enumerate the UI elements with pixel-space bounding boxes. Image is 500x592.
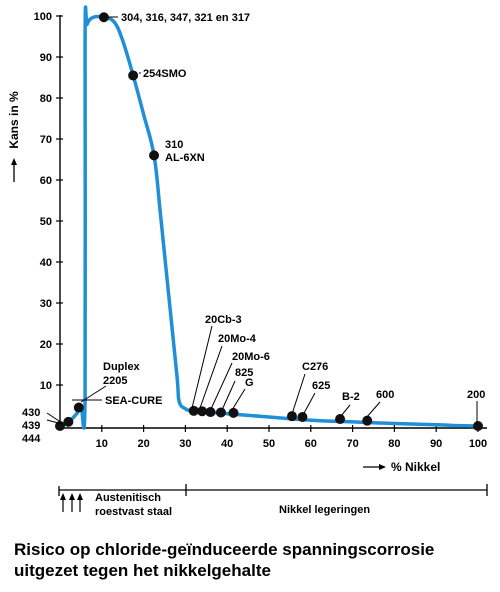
label-seacure: SEA-CURE bbox=[105, 395, 162, 407]
x-axis-title: % Nikkel bbox=[391, 460, 440, 474]
label-254smo: 254SMO bbox=[143, 68, 187, 80]
tick-labels: 10 20 30 40 50 60 70 80 90 100 10 20 30 40 50 60 70 80 90 1… bbox=[34, 11, 488, 450]
y-tick-label-50: 50 bbox=[40, 216, 52, 228]
leader-b2 bbox=[341, 405, 350, 416]
label-200: 200 bbox=[467, 389, 485, 401]
x-tick-label-50: 50 bbox=[263, 438, 275, 450]
data-point-12 bbox=[297, 412, 307, 422]
x-tick-label-60: 60 bbox=[305, 438, 317, 450]
label-20cb3: 20Cb-3 bbox=[205, 314, 242, 326]
y-axis-title-group: Kans in % bbox=[7, 91, 21, 149]
label-20mo6: 20Mo-6 bbox=[232, 351, 270, 363]
y-tick-label-10: 10 bbox=[40, 380, 52, 392]
label-304-316: 304, 316, 347, 321 en 317 bbox=[121, 12, 250, 24]
label-c276: C276 bbox=[302, 361, 328, 373]
x-tick-label-80: 80 bbox=[388, 438, 400, 450]
y-tick-label-20: 20 bbox=[40, 339, 52, 351]
leader-600 bbox=[366, 402, 380, 418]
y-tick-label-40: 40 bbox=[40, 257, 52, 269]
data-point-3 bbox=[99, 12, 109, 22]
data-point-9 bbox=[216, 407, 226, 417]
y-tick-label-60: 60 bbox=[40, 175, 52, 187]
leader-c276 bbox=[292, 374, 305, 414]
x-tick-label-10: 10 bbox=[96, 438, 108, 450]
x-tick-label-40: 40 bbox=[221, 438, 233, 450]
label-duplex: Duplex bbox=[103, 361, 141, 373]
x-tick-label-70: 70 bbox=[346, 438, 358, 450]
x-tick-label-20: 20 bbox=[137, 438, 149, 450]
y-axis-arrow bbox=[11, 158, 17, 182]
label-444: 444 bbox=[22, 433, 41, 445]
data-point-15 bbox=[473, 421, 483, 431]
range-austenitic-line2: roestvast staal bbox=[95, 506, 172, 518]
y-tick-label-80: 80 bbox=[40, 93, 52, 105]
caption-line-1: Risico op chloride-geïnduceerde spanning… bbox=[14, 540, 434, 559]
leader-g bbox=[232, 389, 245, 410]
range-arrows bbox=[60, 493, 83, 512]
label-439: 439 bbox=[22, 420, 40, 432]
data-point-4 bbox=[128, 70, 138, 80]
caption-line-2: uitgezet tegen het nikkelgehalte bbox=[14, 561, 271, 580]
y-tick-label-100: 100 bbox=[34, 11, 52, 23]
data-point-8 bbox=[205, 407, 215, 417]
data-point-1 bbox=[63, 417, 73, 427]
y-tick-label-90: 90 bbox=[40, 52, 52, 64]
leader-20mo4 bbox=[200, 346, 222, 408]
label-b2: B-2 bbox=[342, 391, 360, 403]
label-600: 600 bbox=[376, 389, 394, 401]
leader-825 bbox=[222, 381, 235, 410]
data-point-10 bbox=[228, 408, 238, 418]
x-tick-label-30: 30 bbox=[179, 438, 191, 450]
label-625: 625 bbox=[312, 380, 330, 392]
data-point-2 bbox=[74, 403, 84, 413]
leader-20cb3 bbox=[192, 326, 212, 408]
data-point-5 bbox=[149, 150, 159, 160]
data-point-13 bbox=[335, 414, 345, 424]
label-20mo4: 20Mo-4 bbox=[218, 333, 257, 345]
x-tick-label-90: 90 bbox=[430, 438, 442, 450]
label-al6xn: AL-6XN bbox=[165, 152, 205, 164]
x-axis-arrow bbox=[363, 464, 386, 470]
label-g: G bbox=[245, 377, 254, 389]
label-2205: 2205 bbox=[103, 375, 127, 387]
x-tick-label-100: 100 bbox=[469, 438, 487, 450]
label-430: 430 bbox=[22, 407, 40, 419]
y-tick-label-30: 30 bbox=[40, 298, 52, 310]
label-310: 310 bbox=[165, 139, 183, 151]
leader-20mo6 bbox=[211, 363, 232, 409]
range-austenitic-line1: Austenitisch bbox=[95, 492, 161, 504]
y-axis-title: Kans in % bbox=[7, 91, 21, 149]
range-nickel: Nikkel legeringen bbox=[279, 504, 370, 516]
y-tick-label-70: 70 bbox=[40, 134, 52, 146]
leader-625 bbox=[303, 393, 315, 415]
